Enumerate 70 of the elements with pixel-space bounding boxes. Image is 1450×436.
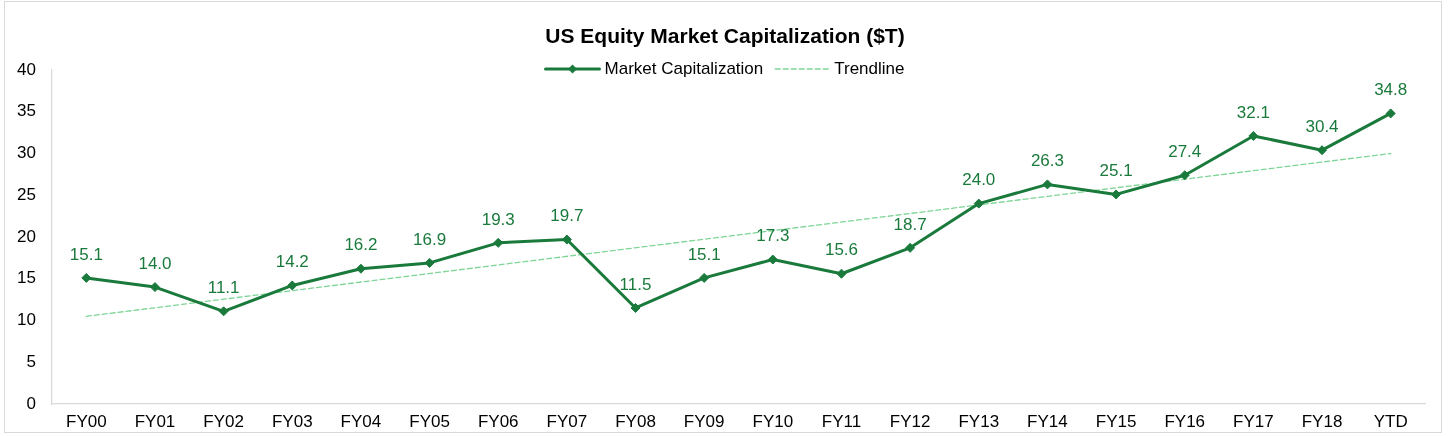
x-tick-label: FY18	[1301, 411, 1343, 431]
data-label: 32.1	[1236, 102, 1270, 122]
legend-label: Market Capitalization	[604, 58, 764, 78]
point	[424, 257, 435, 268]
x-tick-label: FY17	[1233, 411, 1274, 431]
x-tick-label: FY10	[752, 411, 794, 431]
x-tick-label: FY15	[1095, 411, 1137, 431]
point	[699, 272, 710, 283]
data-label: 15.1	[687, 244, 721, 264]
point	[630, 302, 641, 313]
y-tick-label: 40	[17, 59, 36, 79]
data-label: 14.2	[275, 252, 309, 272]
data-label: 25.1	[1099, 161, 1133, 181]
x-tick-label: FY12	[889, 411, 931, 431]
data-label: 27.4	[1168, 141, 1202, 161]
x-tick-label: FY00	[66, 411, 107, 431]
data-label: 26.3	[1030, 151, 1064, 171]
x-tick-label: FY13	[958, 411, 1000, 431]
data-label: 19.3	[481, 209, 515, 229]
x-tick-label: FY05	[409, 411, 450, 431]
chart-title: US Equity Market Capitalization ($T)	[545, 23, 905, 47]
point	[218, 306, 229, 317]
x-tick-label: FY08	[615, 411, 656, 431]
data-label: 11.1	[207, 278, 240, 297]
point	[561, 234, 572, 245]
data-label: 14.0	[138, 253, 172, 273]
data-label: 24.0	[962, 170, 996, 190]
y-tick-label: 10	[17, 310, 36, 330]
x-tick-label: YTD	[1373, 411, 1408, 431]
data-label: 11.5	[619, 274, 652, 294]
point	[287, 280, 298, 291]
x-tick-label: FY01	[134, 411, 176, 431]
point	[1111, 189, 1122, 200]
data-label: 30.4	[1305, 116, 1339, 136]
y-tick-label: 20	[17, 226, 36, 246]
y-tick-label: 5	[26, 351, 36, 371]
x-tick-label: FY07	[546, 411, 588, 431]
point	[767, 254, 778, 265]
x-tick-label: FY03	[271, 411, 313, 431]
point	[355, 263, 366, 274]
data-label: 15.1	[69, 244, 103, 264]
point	[1248, 130, 1259, 141]
y-tick-label: 30	[17, 143, 36, 163]
legend-label: Trendline	[834, 58, 905, 78]
x-tick-label: FY16	[1164, 411, 1206, 431]
point	[149, 282, 160, 293]
data-label: 34.8	[1374, 80, 1408, 100]
x-tick-label: FY06	[477, 411, 519, 431]
y-tick-label: 25	[17, 184, 36, 204]
y-tick-label: 0	[26, 393, 36, 413]
x-tick-label: FY04	[340, 411, 382, 431]
data-label: 19.7	[550, 206, 584, 226]
data-label: 16.2	[344, 235, 378, 255]
point	[1042, 179, 1053, 190]
point	[836, 268, 847, 279]
x-tick-label: FY02	[203, 411, 244, 431]
point	[1385, 108, 1396, 119]
point	[973, 198, 984, 209]
data-label: 17.3	[756, 226, 790, 246]
data-label: 16.9	[413, 229, 447, 249]
point	[905, 242, 916, 253]
data-label: 15.6	[824, 240, 859, 260]
x-tick-label: FY14	[1027, 411, 1068, 431]
x-tick-label: FY09	[683, 411, 725, 431]
point	[1317, 145, 1328, 156]
x-tick-label: FY11	[821, 411, 862, 431]
y-tick-label: 15	[17, 268, 36, 288]
data-label: 18.7	[893, 214, 927, 234]
point	[1179, 170, 1190, 181]
y-tick-label: 35	[17, 101, 36, 121]
